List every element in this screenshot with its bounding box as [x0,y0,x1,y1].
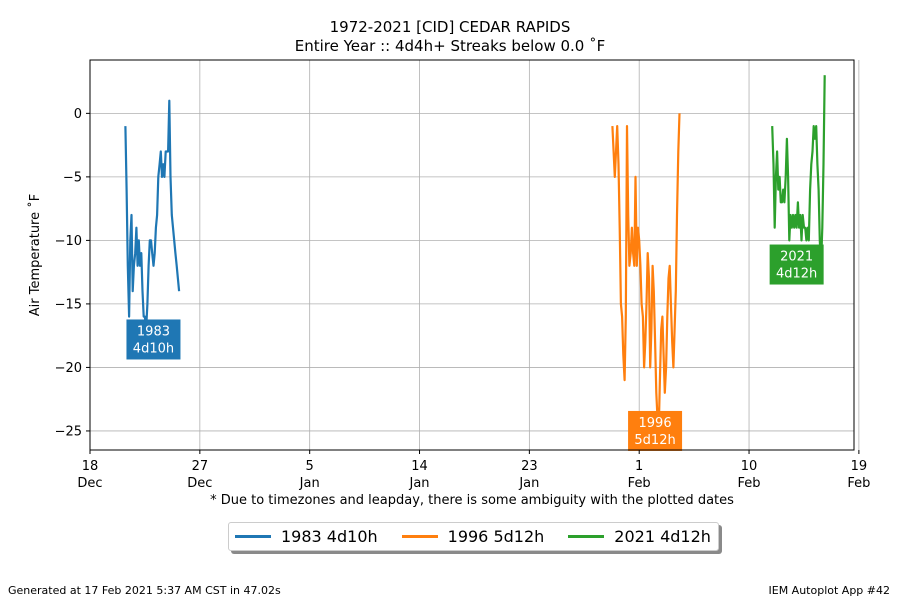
x-axis-note: * Due to timezones and leapday, there is… [210,493,734,508]
y-tick-label: −5 [63,170,82,185]
legend-item-1996: 1996 5d12h [401,527,545,546]
y-tick-label: −15 [55,297,82,312]
x-tick-label: 27 [192,459,209,474]
y-tick-label: −10 [55,234,82,249]
legend-item-2021: 2021 4d12h [568,527,711,546]
annotation-box-1983 [126,319,181,360]
series-line-1983 [124,99,181,331]
annotation-duration-1983: 4d10h [133,341,174,356]
legend-item-1983: 1983 4d10h [235,527,378,546]
annotation-year-1983: 1983 [137,324,170,339]
annotation-duration-1996: 5d12h [634,433,675,448]
series-line-1996 [611,113,681,432]
legend-swatch-1983 [235,535,271,538]
x-tick-label: 19 [851,459,868,474]
annotation-box-2021 [769,244,824,285]
plot-frame [89,59,855,451]
y-axis-label: Air Temperature ˚F [27,194,43,316]
x-tick-month-label: Jan [408,476,429,491]
x-tick-label: 23 [521,459,538,474]
x-tick-month-label: Dec [187,476,212,491]
annotation-year-1996: 1996 [639,416,672,431]
legend-swatch-2021 [568,535,605,538]
series-line-2021 [771,75,826,267]
legend-label-1983: 1983 4d10h [281,527,378,546]
y-axis: 0 −5 −10 −15 −20 −25 [55,107,90,439]
legend-label-1996: 1996 5d12h [447,527,545,546]
annotations-layer: 1983 4d10h 1996 5d12h 2021 4d12h [126,244,824,451]
legend-label-2021: 2021 4d12h [614,527,711,546]
x-tick-month-label: Feb [628,476,651,491]
y-tick-label: −20 [55,361,82,376]
x-tick-label: 18 [82,459,99,474]
y-tick-label: 0 [74,107,82,122]
x-tick-month-label: Feb [847,476,870,491]
x-tick-label: 5 [306,459,314,474]
x-tick-month-label: Dec [77,476,102,491]
annotation-box-1996 [628,410,683,451]
series-layer [124,75,826,432]
x-tick-label: 14 [411,459,428,474]
legend: 1983 4d10h 1996 5d12h 2021 4d12h [228,522,719,551]
x-tick-label: 1 [635,459,643,474]
footer-generated: Generated at 17 Feb 2021 5:37 AM CST in … [8,584,281,597]
footer-app: IEM Autoplot App #42 [768,584,891,597]
legend-swatch-1996 [401,535,438,538]
annotation-year-2021: 2021 [780,250,813,265]
x-tick-month-label: Jan [299,476,320,491]
grid-lines [89,60,860,450]
y-tick-label: −25 [55,424,82,439]
chart-subtitle: Entire Year :: 4d4h+ Streaks below 0.0 ˚… [294,37,606,55]
x-tick-label: 10 [741,459,758,474]
x-tick-month-label: Jan [518,476,539,491]
x-tick-month-label: Feb [738,476,761,491]
x-axis: 18 Dec 27 Dec 5 Jan 14 Jan 23 Jan 1 Feb 10 Feb 19 Feb [77,450,870,491]
chart-title: 1972-2021 [CID] CEDAR RAPIDS [329,18,571,36]
annotation-duration-2021: 4d12h [776,267,817,282]
